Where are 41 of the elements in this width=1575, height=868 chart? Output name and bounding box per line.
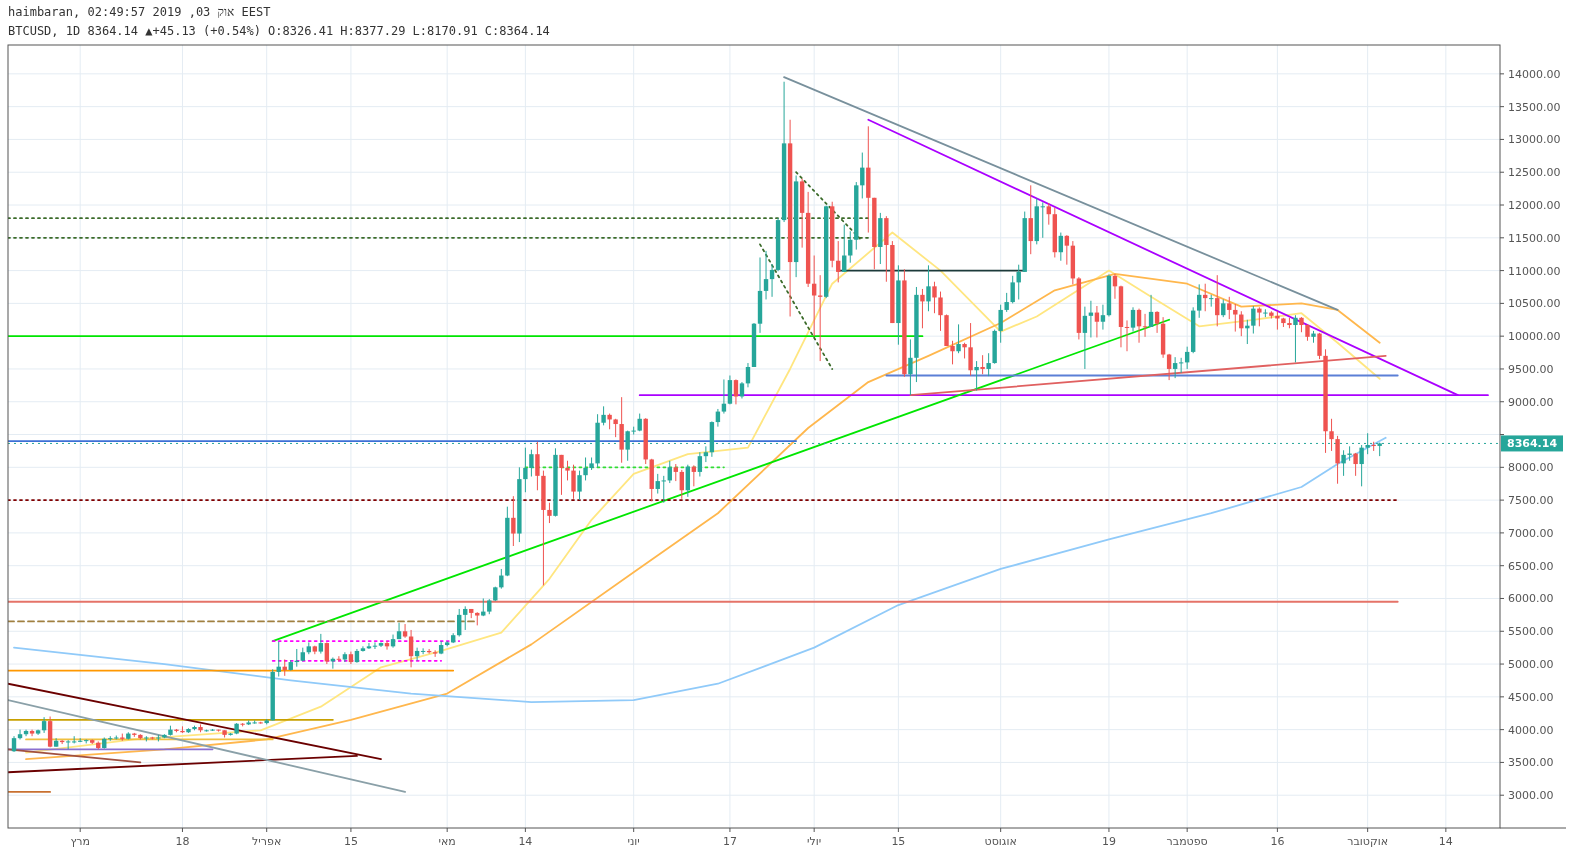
y-tick-label: 7000.00 [1508,526,1554,540]
x-tick-label: 15 [343,835,358,848]
y-tick-label: 11500.00 [1508,231,1561,245]
y-tick-label: 10000.00 [1508,330,1561,344]
ref-line-label: 8364.14 [1507,437,1558,451]
y-tick-label: 10500.00 [1508,297,1561,311]
y-tick-label: 4000.00 [1508,723,1554,737]
x-tick-label: 16 [1270,835,1285,848]
x-tick-label: 17 [722,835,737,848]
y-tick-label: 3000.00 [1508,789,1554,803]
chart-title: haimbaran, אוק 03, 2019 02:49:57 EEST [8,5,271,19]
x-tick-label: 19 [1101,835,1116,848]
chart-subtitle: BTCUSD, 1D 8364.14 ▲+45.13 (+0.54%) O:8326.41 H:8377.29 L:8170.91 C:8364.14 [8,24,550,38]
y-tick-label: 12500.00 [1508,166,1561,180]
y-tick-label: 11000.00 [1508,264,1561,278]
y-tick-label: 13500.00 [1508,100,1561,114]
x-tick-label: 14 [518,835,533,848]
x-tick-label: אוגוסט [984,835,1017,848]
y-tick-label: 8000.00 [1508,461,1554,475]
y-tick-label: 5000.00 [1508,658,1554,672]
x-tick-label: 15 [891,835,906,848]
y-tick-label: 13000.00 [1508,133,1561,147]
y-tick-label: 3500.00 [1508,756,1554,770]
x-tick-label: אפריל [252,835,282,848]
x-tick-label: 18 [175,835,190,848]
y-tick-label: 7500.00 [1508,494,1554,508]
y-tick-label: 6000.00 [1508,592,1554,606]
y-tick-label: 12000.00 [1508,199,1561,213]
x-tick-label: אוקטובר [1347,835,1389,848]
y-tick-label: 9500.00 [1508,362,1554,376]
x-tick-label: 14 [1438,835,1453,848]
x-tick-label: מאי [438,835,456,848]
x-tick-label: ספטמבר [1166,835,1208,848]
x-tick-label: יוני [627,835,640,848]
y-tick-label: 4500.00 [1508,690,1554,704]
x-tick-label: יולי [807,835,822,848]
y-tick-label: 5500.00 [1508,625,1554,639]
x-tick-label: מרץ [70,835,91,848]
y-tick-label: 9000.00 [1508,395,1554,409]
y-tick-label: 6500.00 [1508,559,1554,573]
y-tick-label: 14000.00 [1508,67,1561,81]
